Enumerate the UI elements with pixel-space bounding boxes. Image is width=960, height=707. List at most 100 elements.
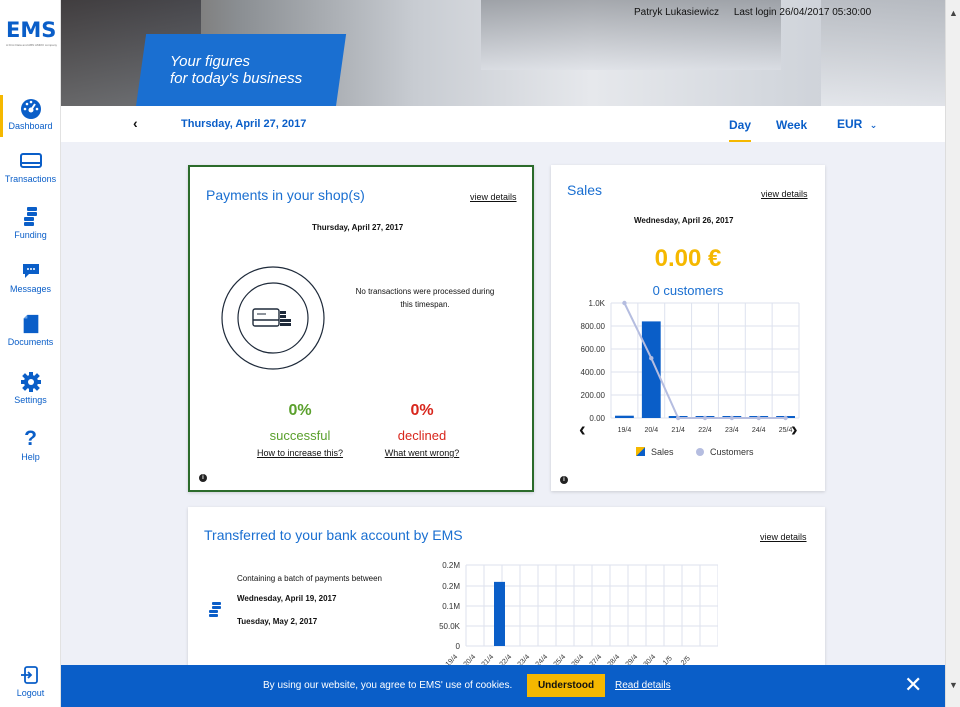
document-icon <box>23 314 38 334</box>
legend-sales-swatch <box>636 447 645 456</box>
sidebar-item-transactions[interactable]: Transactions <box>0 150 61 184</box>
x-tick-label: 21/4 <box>671 427 685 434</box>
customers-point <box>622 300 627 306</box>
success-percent: 0% <box>288 402 312 419</box>
date-bar: ‹ Thursday, April 27, 2017 Day Week EUR … <box>61 106 945 142</box>
legend-customers-label: Customers <box>710 447 754 457</box>
sidebar-item-label: Dashboard <box>8 121 53 131</box>
declined-percent: 0% <box>410 402 434 419</box>
sidebar-item-settings[interactable]: Settings <box>0 371 61 405</box>
y-tick-label: 600.00 <box>581 345 606 354</box>
customers-point <box>675 415 681 421</box>
x-tick-label: 25/4 <box>779 427 793 434</box>
close-icon[interactable]: ✕ <box>904 672 923 697</box>
y-tick-label: 50.0K <box>439 622 461 631</box>
x-tick-label: 24/4 <box>752 427 766 434</box>
y-tick-label: 0.1M <box>442 602 460 611</box>
tab-day[interactable]: Day <box>729 118 752 142</box>
sales-chart: 0.00 200.00 400.00 600.00 800.00 1.0K 19/4 20/4… <box>581 299 800 434</box>
payments-view-details-link[interactable]: view details <box>470 192 517 202</box>
sales-bar <box>641 321 661 418</box>
legend-sales-label: Sales <box>651 447 674 457</box>
x-tick-label: 23/4 <box>725 427 739 434</box>
x-tick-label: 22/4 <box>698 427 712 434</box>
logout-label: Logout <box>16 688 45 698</box>
ems-logo[interactable]: EMS A First Data and ABN AMRO company <box>6 18 58 47</box>
sidebar-item-documents[interactable]: Documents <box>0 313 61 347</box>
legend-customers-swatch <box>696 448 704 456</box>
success-label: successful <box>269 428 331 443</box>
logout-icon <box>20 666 38 684</box>
card-icon <box>19 153 42 168</box>
y-tick-label: 200.00 <box>581 391 606 400</box>
x-tick-label: 20/4 <box>644 427 658 434</box>
payments-ring-icon <box>221 266 325 370</box>
sales-amount: 0.00 € <box>654 245 722 272</box>
sales-title: Sales <box>567 182 603 198</box>
customers-point <box>729 415 735 421</box>
sidebar-item-label: Funding <box>14 230 47 240</box>
sidebar-item-label: Transactions <box>4 174 57 184</box>
sidebar-item-label: Settings <box>14 395 47 405</box>
understood-button[interactable]: Understood <box>527 674 605 697</box>
how-to-increase-link[interactable]: How to increase this? <box>256 448 344 458</box>
payments-card: Payments in your shop(s) view details Th… <box>188 165 534 492</box>
tab-week[interactable]: Week <box>776 118 808 132</box>
chart-next-icon[interactable]: › <box>791 419 798 441</box>
sales-view-details-link[interactable]: view details <box>761 189 808 199</box>
info-icon[interactable]: i <box>199 474 207 482</box>
y-tick-label: 0.2M <box>442 582 460 591</box>
sidebar-item-label: Help <box>21 452 40 462</box>
current-date: Thursday, April 27, 2017 <box>181 118 307 130</box>
scroll-up-icon[interactable]: ▲ <box>949 8 958 18</box>
sales-card: Sales view details Wednesday, April 26, … <box>551 165 825 491</box>
y-tick-label: 1.0K <box>589 299 606 308</box>
read-details-link[interactable]: Read details <box>615 680 671 691</box>
banner-photo <box>821 0 945 106</box>
transfer-view-details-link[interactable]: view details <box>760 532 807 542</box>
sidebar-item-label: Messages <box>9 284 52 294</box>
message-icon <box>22 264 39 278</box>
batch-date-to: Tuesday, May 2, 2017 <box>237 617 318 626</box>
sidebar-item-funding[interactable]: Funding <box>0 206 61 240</box>
x-tick-label: 19/4 <box>618 427 632 434</box>
last-login: Last login 26/04/2017 05:30:00 <box>733 7 872 18</box>
tagline: Your figures for today's business <box>170 53 302 87</box>
user-info: Patryk Lukasiewicz Last login 26/04/2017… <box>634 7 883 18</box>
dashboard-icon <box>20 99 41 119</box>
declined-label: declined <box>397 428 447 443</box>
sidebar: EMS A First Data and ABN AMRO company Da… <box>0 0 61 707</box>
currency-value: EUR <box>837 117 863 131</box>
legend-customers: Customers <box>696 447 754 457</box>
what-went-wrong-link[interactable]: What went wrong? <box>384 448 460 458</box>
x-tick-label: 2/5 <box>680 655 692 667</box>
logout-button[interactable]: Logout <box>0 664 61 698</box>
prev-date-icon[interactable]: ‹ <box>133 115 138 131</box>
scrollbar[interactable]: ▲ ▼ <box>945 0 960 707</box>
customers-point <box>702 415 708 421</box>
cookie-banner: By using our website, you agree to EMS' … <box>61 665 945 707</box>
logo-tagline: A First Data and ABN AMRO company <box>6 43 58 47</box>
active-indicator <box>0 95 3 137</box>
transfer-bar <box>494 581 505 646</box>
chart-prev-icon[interactable]: ‹ <box>579 419 586 441</box>
sidebar-item-label: Documents <box>7 337 54 347</box>
tagline-line: for today's business <box>170 70 303 87</box>
y-tick-label: 0.00 <box>589 414 605 423</box>
currency-select[interactable]: EUR ⌄ <box>837 117 877 131</box>
gear-icon <box>20 372 41 392</box>
user-name: Patryk Lukasiewicz <box>634 7 720 18</box>
sidebar-item-messages[interactable]: Messages <box>0 260 61 294</box>
batch-text: Containing a batch of payments between <box>237 574 382 583</box>
legend-sales: Sales <box>636 447 674 457</box>
payments-date: Thursday, April 27, 2017 <box>312 223 404 232</box>
sidebar-item-dashboard[interactable]: Dashboard <box>0 97 61 131</box>
customers-point <box>783 415 788 421</box>
y-tick-label: 400.00 <box>581 368 606 377</box>
scroll-down-icon[interactable]: ▼ <box>949 680 958 690</box>
info-icon[interactable]: i <box>560 476 568 484</box>
sidebar-item-help[interactable]: ? Help <box>0 427 61 463</box>
question-icon: ? <box>24 427 37 450</box>
customers-point <box>756 415 761 421</box>
